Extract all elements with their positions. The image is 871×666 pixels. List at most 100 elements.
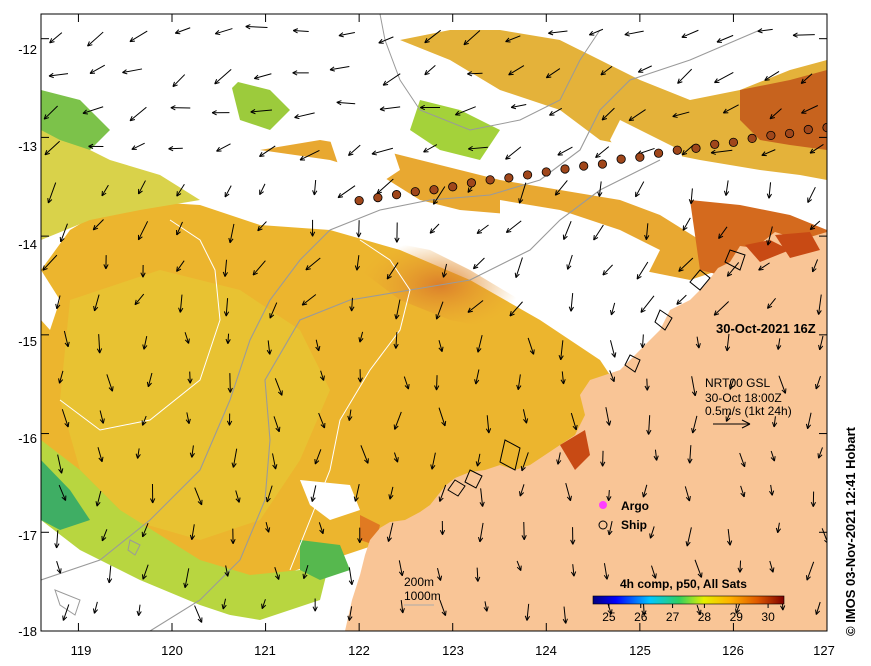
- current-vector: [603, 563, 609, 580]
- current-vector: [292, 28, 309, 34]
- current-vector: [558, 340, 564, 361]
- current-vector: [472, 257, 485, 270]
- x-tick-label: 121: [254, 643, 276, 658]
- ship-position-marker: [354, 195, 364, 206]
- current-vector: [508, 65, 525, 76]
- current-vector: [55, 295, 61, 310]
- current-vector: [129, 106, 147, 122]
- current-vector: [509, 301, 523, 317]
- current-vector: [726, 528, 733, 546]
- current-vector: [588, 28, 604, 36]
- current-vector: [141, 523, 149, 538]
- current-vector: [294, 112, 315, 120]
- current-vector: [231, 448, 238, 468]
- current-vector: [438, 407, 447, 427]
- current-vector: [758, 262, 770, 271]
- current-vector: [59, 223, 68, 243]
- current-vector: [136, 604, 142, 616]
- current-vector: [441, 263, 448, 278]
- current-vector: [467, 300, 484, 313]
- current-vector: [224, 565, 230, 577]
- current-vector: [769, 560, 775, 573]
- current-vector: [474, 369, 480, 385]
- current-vector: [737, 560, 743, 573]
- current-vector: [222, 259, 228, 277]
- current-vector: [769, 108, 782, 120]
- current-vector: [62, 604, 70, 621]
- x-tick-label: 124: [535, 643, 557, 658]
- current-vector: [338, 32, 355, 38]
- colorbar-gradient: [592, 595, 785, 605]
- current-vector: [778, 375, 787, 394]
- current-vector: [225, 333, 231, 344]
- current-vector: [761, 149, 776, 157]
- current-vector: [403, 376, 410, 390]
- current-vector: [716, 34, 734, 43]
- x-tick-label: 120: [161, 643, 183, 658]
- x-tick-label: 127: [813, 643, 835, 658]
- current-vector: [677, 68, 693, 84]
- current-vector: [382, 73, 401, 86]
- ship-position-marker: [635, 152, 645, 162]
- current-vector: [800, 73, 813, 84]
- current-vector: [818, 335, 824, 351]
- ship-position-marker: [616, 154, 626, 164]
- current-vector: [176, 183, 185, 197]
- y-tick-label: -15: [18, 334, 37, 349]
- ship-position-marker: [803, 124, 813, 135]
- current-vector: [299, 150, 320, 161]
- current-vector: [250, 108, 273, 115]
- current-vector: [97, 447, 104, 463]
- current-vector: [815, 376, 821, 390]
- current-vector: [170, 105, 191, 111]
- current-vector: [95, 490, 102, 507]
- current-vector: [134, 293, 145, 306]
- current-vector: [399, 600, 405, 614]
- current-vector: [557, 146, 573, 156]
- current-vector: [519, 484, 525, 497]
- current-vector: [424, 65, 436, 76]
- current-vector: [549, 107, 563, 116]
- y-tick-label: -14: [18, 237, 37, 252]
- current-vector: [189, 445, 195, 458]
- current-vector: [651, 565, 657, 579]
- current-vector: [174, 27, 191, 35]
- current-vector: [593, 224, 604, 241]
- current-vector: [518, 182, 527, 204]
- current-vector: [548, 30, 568, 36]
- current-vector: [214, 69, 232, 85]
- coastline-islands: [447, 249, 746, 497]
- current-vector: [141, 564, 149, 580]
- current-vector: [718, 226, 728, 239]
- current-vector: [245, 24, 268, 30]
- current-vector: [257, 221, 267, 232]
- current-vector: [336, 100, 356, 106]
- current-vector: [393, 332, 399, 349]
- ship-position-marker: [766, 130, 776, 141]
- current-vector: [805, 561, 815, 581]
- current-vector: [432, 186, 446, 205]
- current-vector: [739, 452, 746, 468]
- current-vector: [691, 376, 698, 397]
- x-tick-label: 125: [629, 643, 651, 658]
- current-vector: [378, 36, 394, 44]
- current-vector: [269, 302, 278, 319]
- current-vector: [137, 221, 149, 241]
- current-vector: [131, 142, 145, 150]
- current-vector: [354, 255, 361, 271]
- current-vector: [54, 530, 60, 549]
- current-vector: [510, 104, 527, 110]
- current-vector: [463, 30, 481, 46]
- y-tick-label: -17: [18, 528, 37, 543]
- current-vector: [816, 294, 822, 315]
- current-vector: [560, 371, 566, 385]
- current-vector: [312, 179, 318, 196]
- ship-position-marker: [522, 170, 533, 180]
- ship-position-marker: [560, 164, 570, 174]
- current-vector: [48, 72, 69, 79]
- ship-position-marker: [466, 178, 477, 188]
- current-vector: [600, 65, 613, 76]
- current-vector: [524, 603, 531, 621]
- current-vector: [483, 601, 489, 612]
- current-vector: [176, 260, 185, 272]
